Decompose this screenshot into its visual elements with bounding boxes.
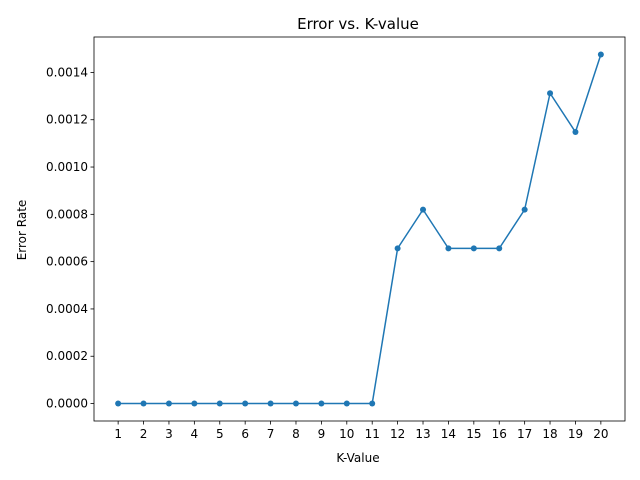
x-tick-label: 4 — [191, 427, 199, 441]
plot-frame — [93, 36, 626, 422]
y-tick-label: 0.0004 — [46, 302, 88, 316]
x-tick-label: 16 — [492, 427, 507, 441]
data-point — [597, 51, 604, 58]
data-point — [191, 400, 198, 407]
data-point — [165, 400, 172, 407]
data-point — [547, 90, 554, 97]
x-tick-label: 15 — [466, 427, 481, 441]
x-tick-label: 18 — [542, 427, 557, 441]
x-tick-label: 10 — [339, 427, 354, 441]
x-tick-label: 11 — [365, 427, 380, 441]
data-point — [445, 245, 452, 252]
x-tick-label: 6 — [241, 427, 249, 441]
y-tick-label: 0.0008 — [46, 207, 88, 221]
x-tick-label: 2 — [140, 427, 148, 441]
chart-title: Error vs. K-value — [297, 15, 419, 33]
data-point — [572, 129, 579, 136]
data-point — [521, 206, 528, 213]
x-tick-label: 8 — [292, 427, 300, 441]
data-point — [242, 400, 249, 407]
data-point — [420, 206, 427, 213]
plot-layer — [115, 51, 604, 407]
axis-ticks: 1 2 3 4 5 6 7 8 9 10 11 12 13 14 15 16 17 18 19 200.00000.0… — [46, 65, 609, 441]
y-axis-label: Error Rate — [15, 200, 29, 261]
x-tick-label: 19 — [568, 427, 583, 441]
data-point — [343, 400, 350, 407]
data-point — [369, 400, 376, 407]
data-point — [394, 245, 401, 252]
y-tick-label: 0.0012 — [46, 113, 88, 127]
x-tick-label: 13 — [415, 427, 430, 441]
data-point — [115, 400, 122, 407]
data-point — [140, 400, 147, 407]
y-tick-label: 0.0014 — [46, 65, 88, 79]
data-point — [267, 400, 274, 407]
x-tick-label: 12 — [390, 427, 405, 441]
x-tick-label: 17 — [517, 427, 532, 441]
data-point — [470, 245, 477, 252]
x-tick-label: 14 — [441, 427, 456, 441]
y-tick-label: 0.0006 — [46, 255, 88, 269]
data-point — [292, 400, 299, 407]
data-point — [496, 245, 503, 252]
data-point — [318, 400, 325, 407]
y-tick-label: 0.0000 — [46, 397, 88, 411]
data-point — [216, 400, 223, 407]
y-tick-label: 0.0010 — [46, 160, 88, 174]
x-tick-label: 1 — [114, 427, 122, 441]
x-tick-label: 5 — [216, 427, 224, 441]
y-tick-label: 0.0002 — [46, 349, 88, 363]
x-axis-label: K-Value — [336, 451, 379, 465]
x-tick-label: 3 — [165, 427, 173, 441]
x-tick-label: 7 — [267, 427, 275, 441]
x-tick-label: 20 — [593, 427, 608, 441]
series-line — [118, 54, 602, 405]
x-tick-label: 9 — [318, 427, 326, 441]
